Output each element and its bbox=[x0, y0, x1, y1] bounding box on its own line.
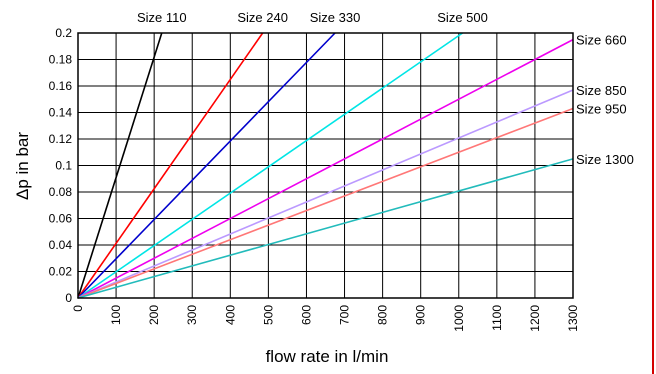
series-label: Size 330 bbox=[310, 10, 361, 25]
grid bbox=[77, 32, 574, 299]
series-label: Size 110 bbox=[137, 10, 187, 25]
x-tick-label: 700 bbox=[338, 305, 352, 325]
series-line bbox=[77, 38, 574, 299]
x-tick-label: 1200 bbox=[528, 305, 542, 332]
y-tick-label: 0.04 bbox=[49, 238, 73, 252]
series-line bbox=[77, 32, 464, 299]
x-tick-labels: 0 100 200 300 400 500 600 700 800 900 1000 1100 1200… bbox=[71, 305, 580, 332]
x-tick-label: 900 bbox=[414, 305, 428, 325]
x-tick-label: 1100 bbox=[490, 305, 504, 331]
y-axis-label: Δp in bar bbox=[13, 132, 32, 200]
x-tick-label: 0 bbox=[71, 305, 85, 312]
y-tick-label: 0.12 bbox=[49, 132, 73, 146]
y-tick-label: 0.14 bbox=[49, 106, 73, 120]
x-tick-label: 600 bbox=[299, 305, 313, 325]
y-tick-label: 0.1 bbox=[55, 159, 72, 173]
series-label: Size 240 bbox=[237, 10, 288, 25]
y-tick-label: 0.06 bbox=[49, 212, 73, 226]
x-tick-label: 500 bbox=[261, 305, 275, 325]
y-tick-label: 0.02 bbox=[49, 265, 73, 279]
series-line bbox=[77, 107, 574, 299]
y-tick-label: 0.2 bbox=[55, 26, 72, 40]
series-line bbox=[77, 89, 574, 299]
y-tick-label: 0 bbox=[65, 291, 72, 305]
series-line bbox=[77, 158, 574, 299]
series-label: Size 500 bbox=[437, 10, 488, 25]
edge-line bbox=[652, 0, 654, 374]
y-tick-label: 0.16 bbox=[49, 79, 73, 93]
x-tick-label: 800 bbox=[376, 305, 390, 325]
x-axis-label: flow rate in l/min bbox=[266, 347, 389, 366]
series-label: Size 950 bbox=[576, 102, 627, 117]
series-label: Size 1300 bbox=[576, 152, 634, 167]
series-line bbox=[77, 32, 336, 299]
x-tick-label: 300 bbox=[185, 305, 199, 325]
series-labels: Size 110 Size 240 Size 330 Size 500 Size 660… bbox=[137, 10, 634, 167]
series-line bbox=[77, 32, 264, 299]
x-tick-label: 200 bbox=[147, 305, 161, 325]
series-lines bbox=[77, 32, 574, 299]
plot-frame bbox=[77, 32, 574, 299]
y-tick-label: 0.18 bbox=[49, 53, 73, 67]
y-tick-label: 0.08 bbox=[49, 185, 73, 199]
series-label: Size 660 bbox=[576, 33, 627, 48]
y-tick-labels: 0 0.02 0.04 0.06 0.08 0.1 0.12 0.14 0.16 0.18 0.2 bbox=[49, 26, 73, 305]
x-tick-label: 1300 bbox=[566, 305, 580, 332]
x-tick-label: 100 bbox=[109, 305, 123, 325]
x-tick-label: 1000 bbox=[452, 305, 466, 332]
x-tick-label: 400 bbox=[223, 305, 237, 325]
series-label: Size 850 bbox=[576, 83, 627, 98]
series-line bbox=[77, 32, 163, 299]
